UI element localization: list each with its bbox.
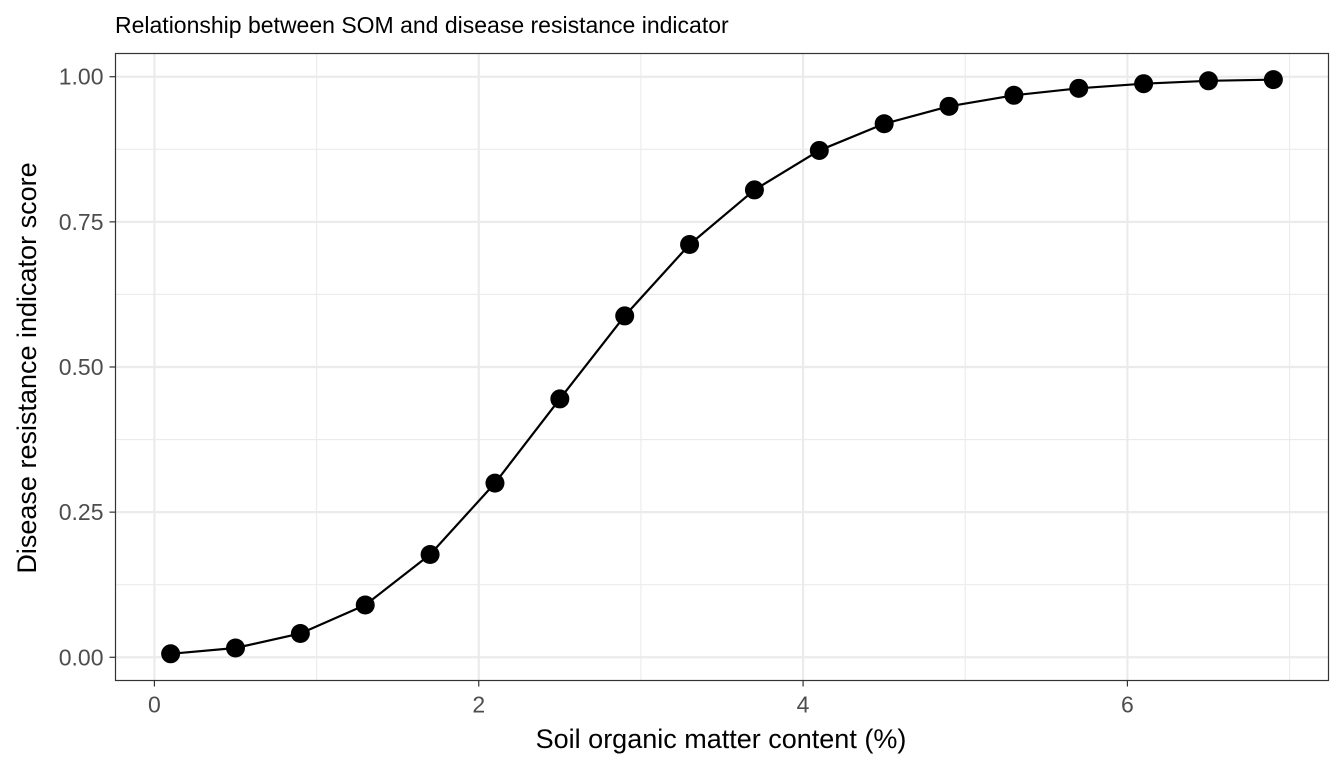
y-axis-ticks (109, 76, 116, 658)
y-tick-label-3: 0.75 (59, 209, 104, 235)
y-tick-label-1: 0.25 (59, 499, 104, 525)
data-point-17 (1263, 70, 1283, 90)
series-line-group (170, 78, 1274, 655)
data-point-14 (1069, 78, 1089, 98)
data-point-6 (550, 389, 570, 409)
x-axis-label: Soil organic matter content (%) (536, 724, 907, 754)
y-axis-tick-labels: 0.00 0.25 0.50 0.75 1.00 (59, 64, 104, 671)
y-tick-label-0: 0.00 (59, 644, 104, 670)
grid-major (115, 53, 1329, 681)
data-point-8 (680, 235, 700, 255)
x-tick-label-1: 2 (472, 692, 485, 718)
data-point-3 (355, 595, 375, 615)
data-point-13 (1004, 85, 1024, 105)
data-point-0 (161, 644, 181, 664)
data-point-10 (809, 140, 829, 160)
x-tick-label-0: 0 (148, 692, 161, 718)
y-axis-label: Disease resistance indicator score (12, 162, 42, 573)
x-axis-ticks (153, 680, 1129, 687)
data-point-16 (1198, 71, 1218, 91)
y-tick-label-2: 0.50 (59, 354, 104, 380)
x-tick-label-2: 4 (797, 692, 810, 718)
data-point-1 (226, 638, 246, 658)
data-point-9 (744, 180, 764, 200)
chart-title: Relationship between SOM and disease res… (115, 12, 729, 38)
grid-minor (115, 53, 1329, 681)
data-point-4 (420, 545, 440, 565)
data-point-7 (615, 306, 635, 326)
data-point-12 (939, 96, 959, 116)
series-line-0 (170, 78, 1274, 655)
data-point-11 (874, 114, 894, 134)
x-axis-tick-labels: 0 2 4 6 (148, 692, 1134, 718)
series-points-group (161, 70, 1283, 664)
data-point-2 (290, 623, 310, 643)
x-tick-label-3: 6 (1121, 692, 1134, 718)
data-point-5 (485, 473, 505, 493)
y-tick-label-4: 1.00 (59, 64, 104, 90)
data-point-15 (1134, 74, 1154, 94)
